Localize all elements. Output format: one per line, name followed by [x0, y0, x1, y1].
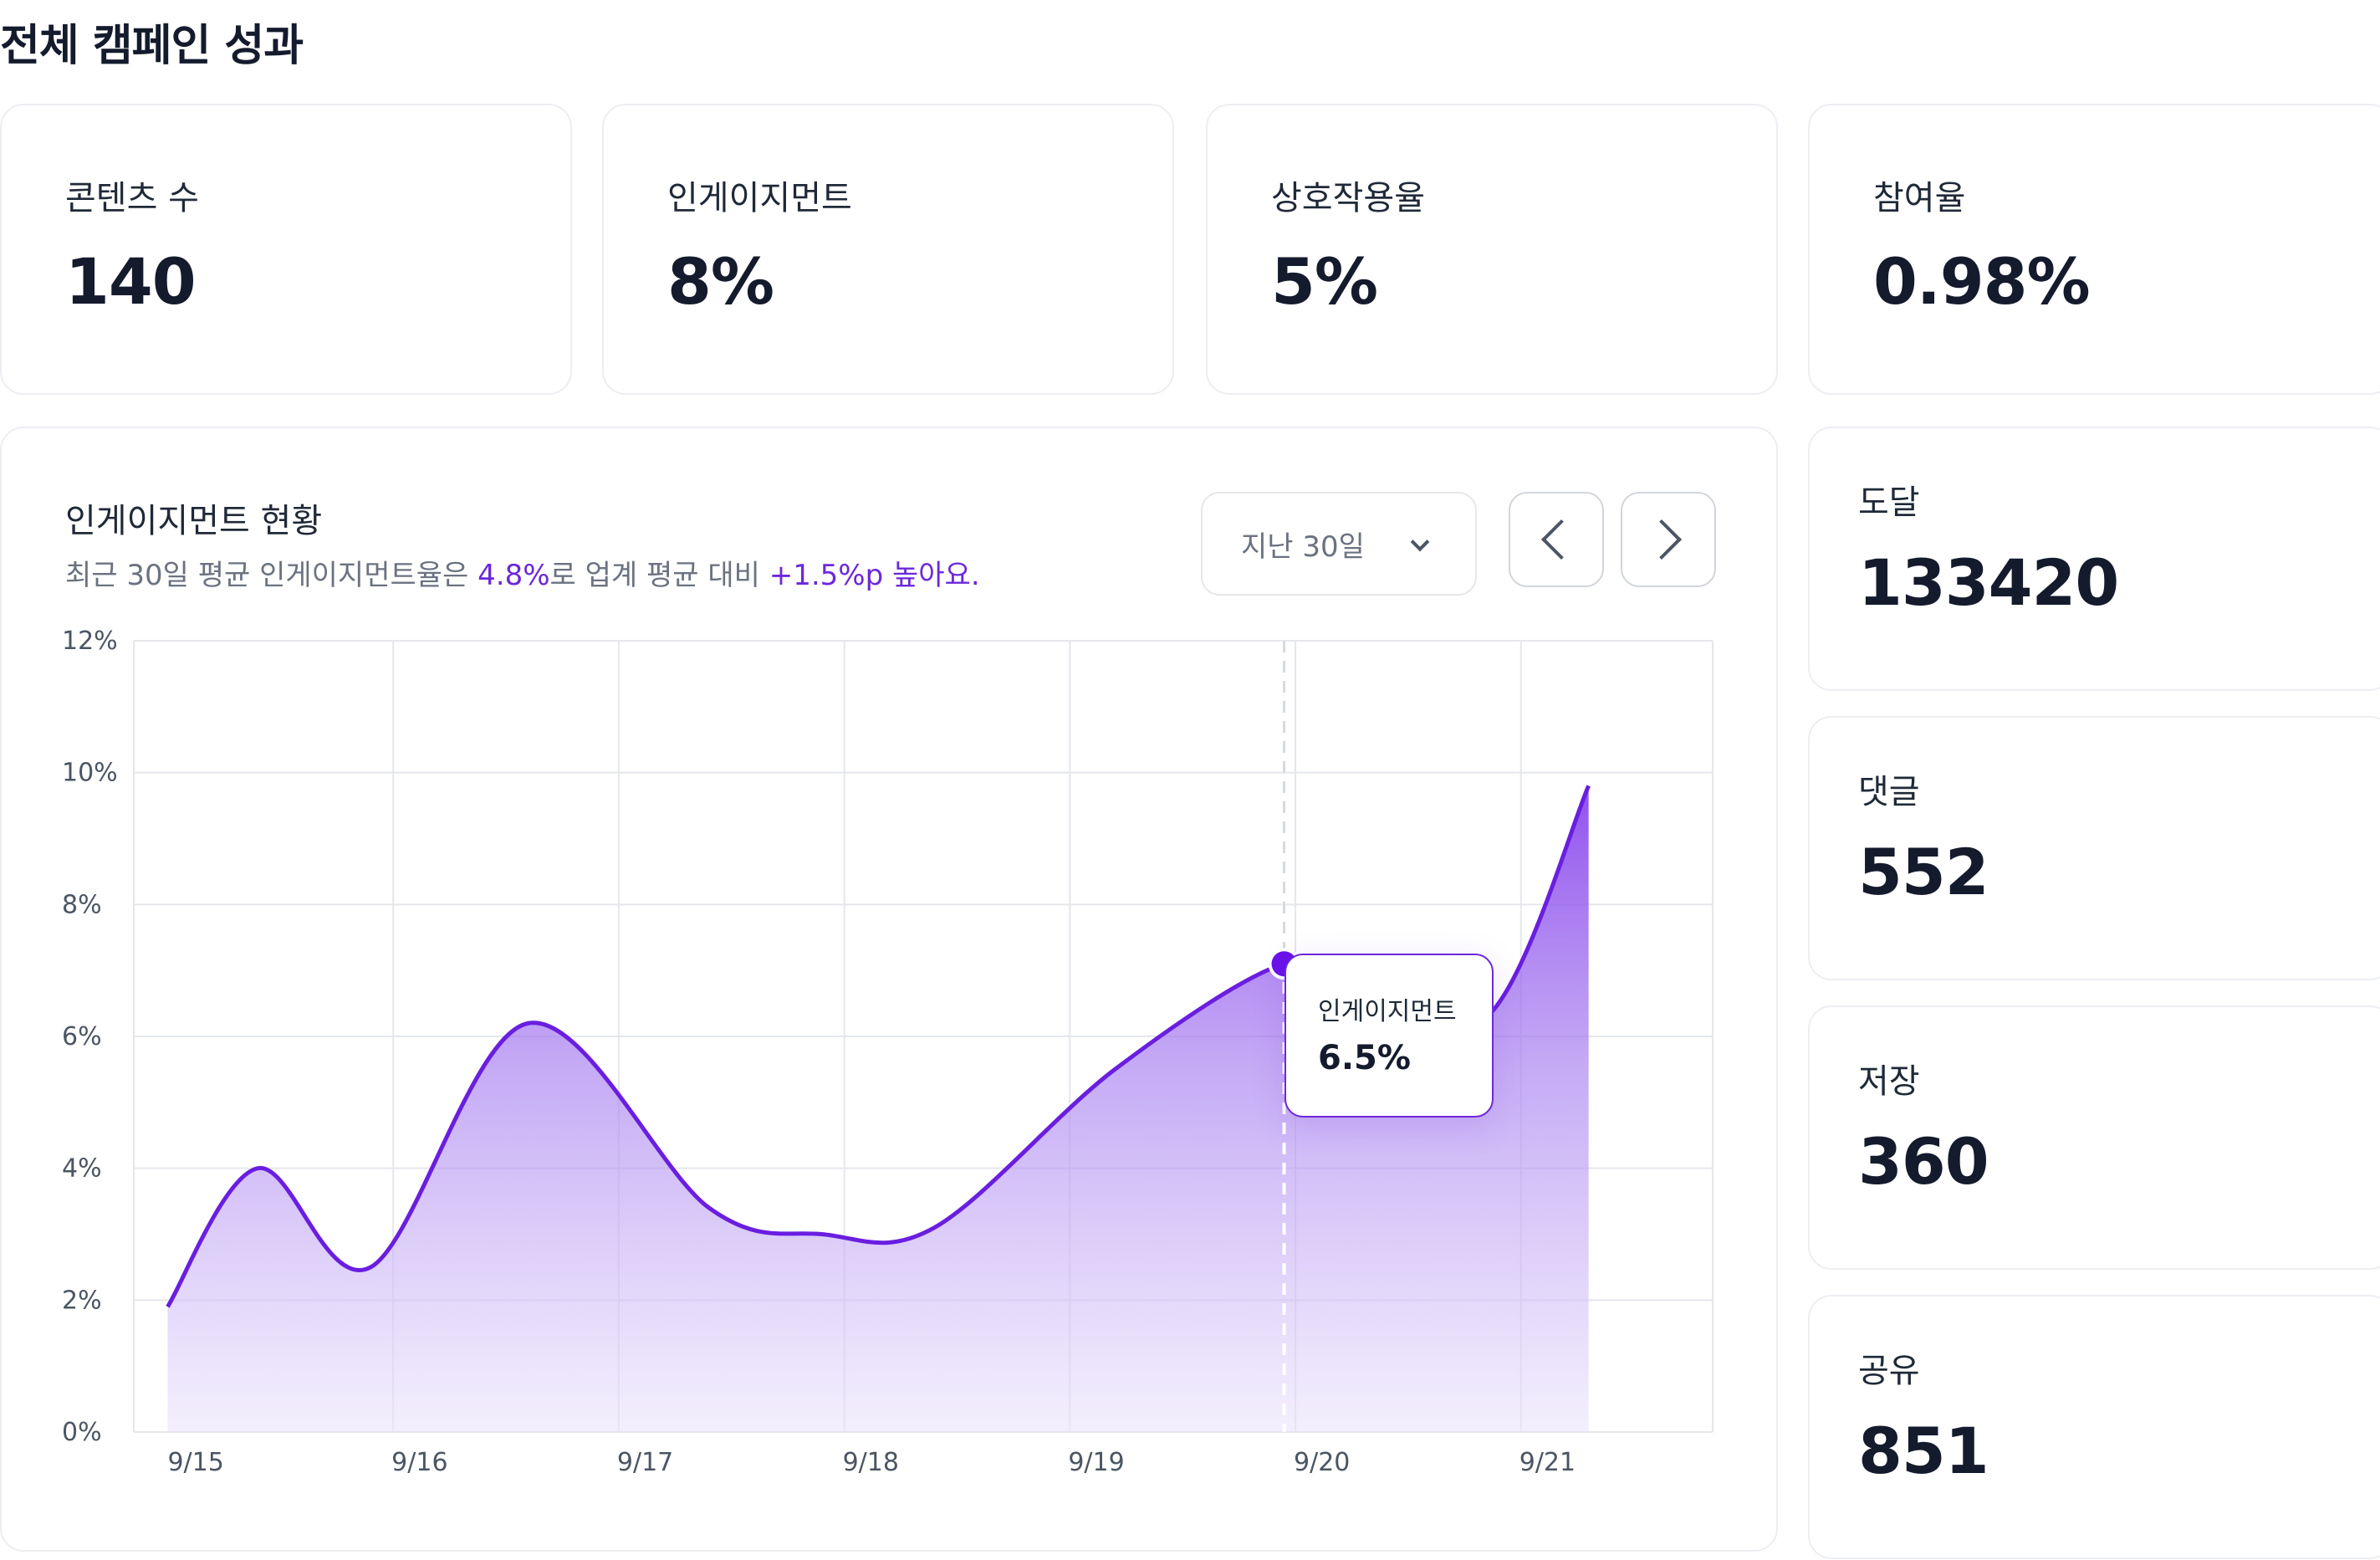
x-tick-label: 9/16 — [391, 1448, 447, 1477]
stat-value: 8% — [667, 244, 774, 319]
stat-label: 저장 — [1858, 1062, 1920, 1101]
stat-value: 133420 — [1858, 545, 2119, 620]
stat-value: 140 — [65, 244, 197, 319]
tooltip-label: 인게이지먼트 — [1318, 997, 1457, 1026]
stat-card-saves: 저장 360 — [1808, 1005, 2380, 1270]
y-tick-label: 4% — [62, 1154, 102, 1184]
range-select-value: 지난 30일 — [1241, 529, 1365, 564]
prev-button[interactable] — [1509, 492, 1604, 587]
x-tick-label: 9/19 — [1068, 1448, 1124, 1477]
y-tick-label: 12% — [62, 627, 118, 656]
subtitle-middle: 로 업계 평균 대비 — [549, 559, 769, 592]
stat-card-engagement: 인게이지먼트 8% — [602, 104, 1174, 395]
stat-card-reach: 도달 133420 — [1808, 427, 2380, 691]
subtitle-difference: +1.5%p 높아요. — [769, 559, 980, 592]
stat-label: 콘텐츠 수 — [65, 179, 199, 217]
y-tick-label: 0% — [62, 1418, 102, 1447]
y-tick-label: 6% — [62, 1022, 102, 1051]
stat-value: 552 — [1858, 835, 1989, 909]
stat-label: 인게이지먼트 — [667, 179, 852, 217]
range-select[interactable]: 지난 30일 — [1201, 492, 1477, 596]
x-tick-label: 9/18 — [843, 1448, 899, 1477]
stat-label: 상호작용율 — [1271, 179, 1425, 217]
y-tick-label: 10% — [62, 759, 118, 788]
page-title: 전체 캠페인 성과 — [0, 21, 304, 71]
chart-title: 인게이지먼트 현황 — [65, 502, 323, 540]
stat-card-content-count: 콘텐츠 수 140 — [0, 104, 572, 395]
stat-value: 0.98% — [1873, 244, 2091, 319]
x-tick-label: 9/21 — [1519, 1448, 1576, 1477]
chart-subtitle: 최근 30일 평균 인게이지먼트율은 4.8%로 업계 평균 대비 +1.5%p… — [65, 552, 980, 593]
y-tick-label: 8% — [62, 890, 102, 919]
next-button[interactable] — [1621, 492, 1716, 587]
stat-card-participation-rate: 참여율 0.98% — [1808, 104, 2380, 395]
stat-label: 도달 — [1858, 483, 1920, 522]
area-fill — [167, 785, 1589, 1432]
subtitle-average: 4.8% — [478, 559, 550, 592]
x-tick-label: 9/20 — [1294, 1448, 1350, 1477]
x-tick-label: 9/17 — [617, 1448, 673, 1477]
tooltip-value: 6.5% — [1318, 1039, 1411, 1077]
stat-label: 공유 — [1858, 1352, 1920, 1390]
stat-card-shares: 공유 851 — [1808, 1295, 2380, 1559]
stat-value: 360 — [1858, 1124, 1989, 1199]
x-tick-label: 9/15 — [167, 1448, 223, 1477]
stat-card-comments: 댓글 552 — [1808, 716, 2380, 980]
stat-card-interaction-rate: 상호작용율 5% — [1206, 104, 1778, 395]
chart-tooltip: 인게이지먼트 6.5% — [1284, 954, 1494, 1118]
stat-label: 댓글 — [1858, 773, 1920, 811]
stat-value: 851 — [1858, 1414, 1989, 1488]
stat-label: 참여율 — [1873, 179, 1966, 217]
subtitle-prefix: 최근 30일 평균 인게이지먼트율은 — [65, 559, 478, 592]
y-tick-label: 2% — [62, 1286, 102, 1315]
stat-value: 5% — [1271, 244, 1378, 319]
